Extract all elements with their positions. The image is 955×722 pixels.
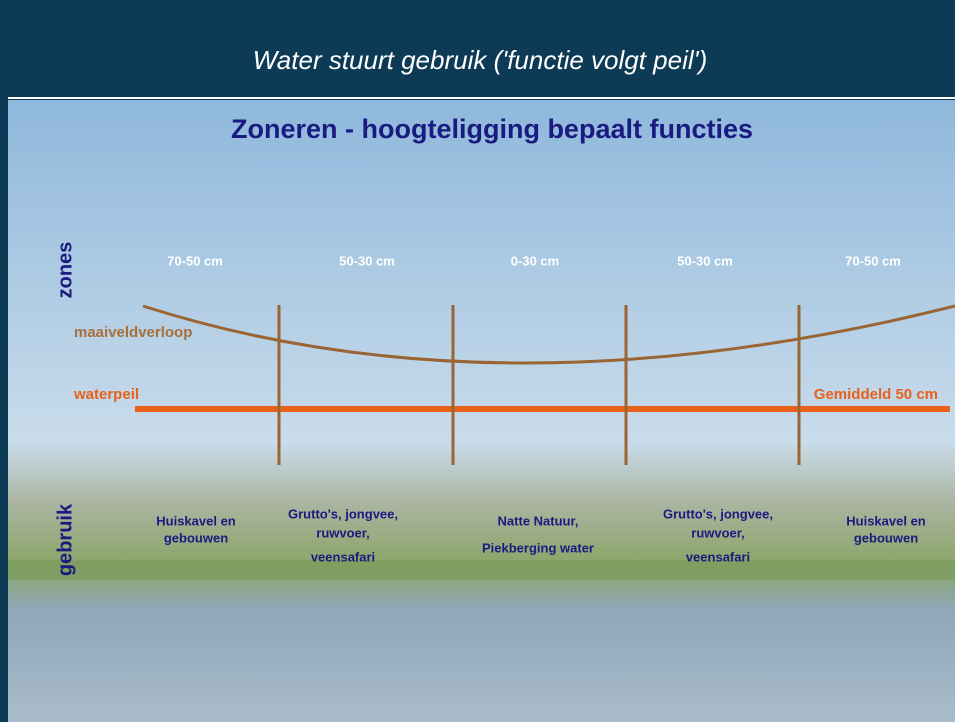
side-label: gebruik (54, 503, 76, 576)
subtitle: Zoneren - hoogteligging bepaalt functies (231, 114, 753, 144)
zone-label: 0-30 cm (511, 253, 559, 268)
use-label: Natte Natuur, (498, 513, 579, 528)
maaiveld-curve (142, 304, 955, 365)
use-label: ruwvoer, (316, 525, 369, 540)
use-label: Piekberging water (482, 540, 594, 555)
side-label: zones (54, 242, 76, 299)
line-label: waterpeil (73, 386, 139, 403)
zone-label: 70-50 cm (167, 253, 223, 268)
use-label: gebouwen (854, 530, 918, 545)
title: Water stuurt gebruik ('functie volgt pei… (253, 45, 708, 75)
use-label: veensafari (311, 549, 375, 564)
line-label: maaiveldverloop (74, 324, 192, 341)
use-label: gebouwen (164, 530, 228, 545)
use-label: Grutto's, jongvee, (663, 506, 773, 521)
use-label: veensafari (686, 549, 750, 564)
zone-label: 70-50 cm (845, 253, 901, 268)
use-label: Huiskavel en (846, 513, 926, 528)
zone-label: 50-30 cm (677, 253, 733, 268)
line-label: Gemiddeld 50 cm (814, 386, 938, 403)
zone-label: 50-30 cm (339, 253, 395, 268)
zone-dividers (277, 305, 801, 465)
use-label: Huiskavel en (156, 513, 236, 528)
land-strip (8, 560, 955, 580)
use-label: ruwvoer, (691, 525, 744, 540)
use-label: Grutto's, jongvee, (288, 506, 398, 521)
